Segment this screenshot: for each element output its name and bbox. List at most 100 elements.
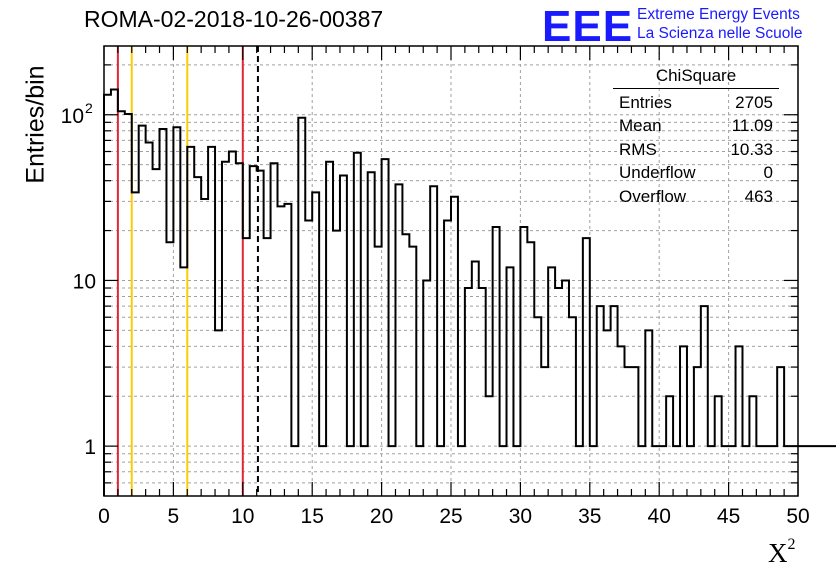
histogram-bin bbox=[742, 446, 749, 496]
chart-title: ROMA-02-2018-10-26-00387 bbox=[84, 6, 384, 32]
histogram-bin bbox=[326, 162, 333, 496]
x-tick-label: 35 bbox=[578, 505, 601, 528]
histogram-bin bbox=[666, 396, 673, 496]
histogram-bin bbox=[395, 184, 402, 496]
histogram-bin bbox=[618, 346, 625, 496]
histogram-bin bbox=[701, 306, 708, 496]
histogram-bin bbox=[472, 262, 479, 496]
histogram-bin bbox=[736, 346, 743, 496]
x-tick-label: 30 bbox=[509, 505, 532, 528]
histogram-bin bbox=[486, 396, 493, 496]
histogram-bin bbox=[361, 446, 368, 496]
histogram-bin bbox=[756, 446, 763, 496]
histogram-bin bbox=[583, 238, 590, 496]
histogram-bin bbox=[409, 247, 416, 496]
histogram-bin bbox=[576, 446, 583, 496]
histogram-bin bbox=[819, 446, 826, 496]
histogram-bin bbox=[541, 367, 548, 496]
histogram-bin bbox=[548, 267, 555, 496]
stats-row-entries: Entries 2705 bbox=[619, 93, 773, 112]
x-tick-label: 0 bbox=[98, 505, 110, 528]
x-tick-label: 25 bbox=[439, 505, 462, 528]
histogram-bin bbox=[284, 204, 291, 496]
histogram-bin bbox=[305, 221, 312, 496]
histogram-bin bbox=[139, 126, 146, 496]
x-tick-label: 45 bbox=[717, 505, 740, 528]
histogram-bin bbox=[208, 147, 215, 496]
histogram-bin bbox=[146, 143, 153, 496]
histogram-bin bbox=[160, 129, 167, 496]
y-tick-exponent: 2 bbox=[85, 100, 93, 116]
stats-row-mean: Mean 11.09 bbox=[619, 116, 773, 136]
y-tick-label: 10 bbox=[61, 105, 84, 128]
histogram-bin bbox=[597, 306, 604, 496]
histogram-bin bbox=[229, 152, 236, 496]
histogram-bin bbox=[437, 446, 444, 496]
histogram-bin bbox=[250, 166, 257, 496]
x-axis-label: X2 bbox=[768, 536, 796, 568]
histogram-bin bbox=[625, 367, 632, 496]
x-tick-label: 15 bbox=[301, 505, 324, 528]
histogram-bin bbox=[347, 446, 354, 496]
histogram-bin bbox=[416, 446, 423, 496]
stats-row-rms: RMS 10.33 bbox=[619, 139, 773, 159]
histogram-bin bbox=[513, 446, 520, 496]
histogram-series bbox=[103, 88, 836, 496]
histogram-bin bbox=[604, 330, 611, 496]
histogram-bin bbox=[319, 446, 326, 496]
eee-logo: EEE bbox=[542, 2, 634, 51]
logo-line-1: Extreme Energy Events bbox=[637, 6, 800, 23]
histogram-bin bbox=[715, 396, 722, 496]
histogram-bin bbox=[534, 317, 541, 496]
histogram-bin bbox=[125, 114, 132, 496]
histogram-bin bbox=[520, 227, 527, 496]
histogram-bin bbox=[271, 163, 278, 496]
histogram-bin bbox=[527, 242, 534, 496]
histogram-bin bbox=[729, 446, 736, 496]
histogram-bin bbox=[354, 153, 361, 496]
stats-row-underflow: Underflow 0 bbox=[619, 163, 773, 183]
histogram-bin bbox=[402, 234, 409, 496]
histogram-bin bbox=[389, 446, 396, 496]
histogram-bin bbox=[687, 446, 694, 496]
histogram-bin bbox=[180, 267, 187, 496]
histogram-bin bbox=[132, 192, 139, 496]
histogram-bin bbox=[333, 231, 340, 496]
histogram-bin bbox=[562, 280, 569, 496]
y-tick-label: 1 bbox=[84, 436, 96, 459]
grid-lines bbox=[104, 46, 798, 496]
histogram-bin bbox=[257, 171, 264, 496]
histogram-bin bbox=[375, 247, 382, 496]
histogram-bin bbox=[784, 446, 791, 496]
histogram-bin bbox=[278, 206, 285, 496]
histogram-bin bbox=[826, 446, 833, 496]
histogram-bin bbox=[798, 446, 805, 496]
logo-line-2: La Scienza nelle Scuole bbox=[637, 25, 803, 42]
histogram-bin bbox=[590, 446, 597, 496]
histogram-bin bbox=[368, 172, 375, 496]
histogram-bin bbox=[298, 118, 305, 496]
histogram-bin bbox=[118, 111, 125, 496]
histogram-bin bbox=[722, 446, 729, 496]
histogram-bin bbox=[638, 446, 645, 496]
x-tick-label: 40 bbox=[648, 505, 671, 528]
histogram-bin bbox=[458, 446, 465, 496]
histogram-bin bbox=[187, 147, 194, 496]
y-tick-label: 10 bbox=[73, 270, 96, 293]
histogram-outline bbox=[103, 88, 836, 496]
histogram-bin bbox=[812, 446, 819, 496]
histogram-bin bbox=[694, 367, 701, 496]
histogram-bin bbox=[382, 159, 389, 496]
histogram-bin bbox=[291, 446, 298, 496]
histogram-bin bbox=[611, 306, 618, 496]
histogram-bin bbox=[222, 162, 229, 496]
histogram-bin bbox=[659, 446, 666, 496]
x-tick-label: 5 bbox=[168, 505, 180, 528]
histogram-bin bbox=[236, 163, 243, 496]
histogram-bin bbox=[153, 169, 160, 496]
stats-box: ChiSquare Entries 2705 Mean 11.09 RMS 10.33… bbox=[613, 66, 779, 208]
histogram-bin bbox=[500, 446, 507, 496]
histogram-bin bbox=[569, 317, 576, 496]
